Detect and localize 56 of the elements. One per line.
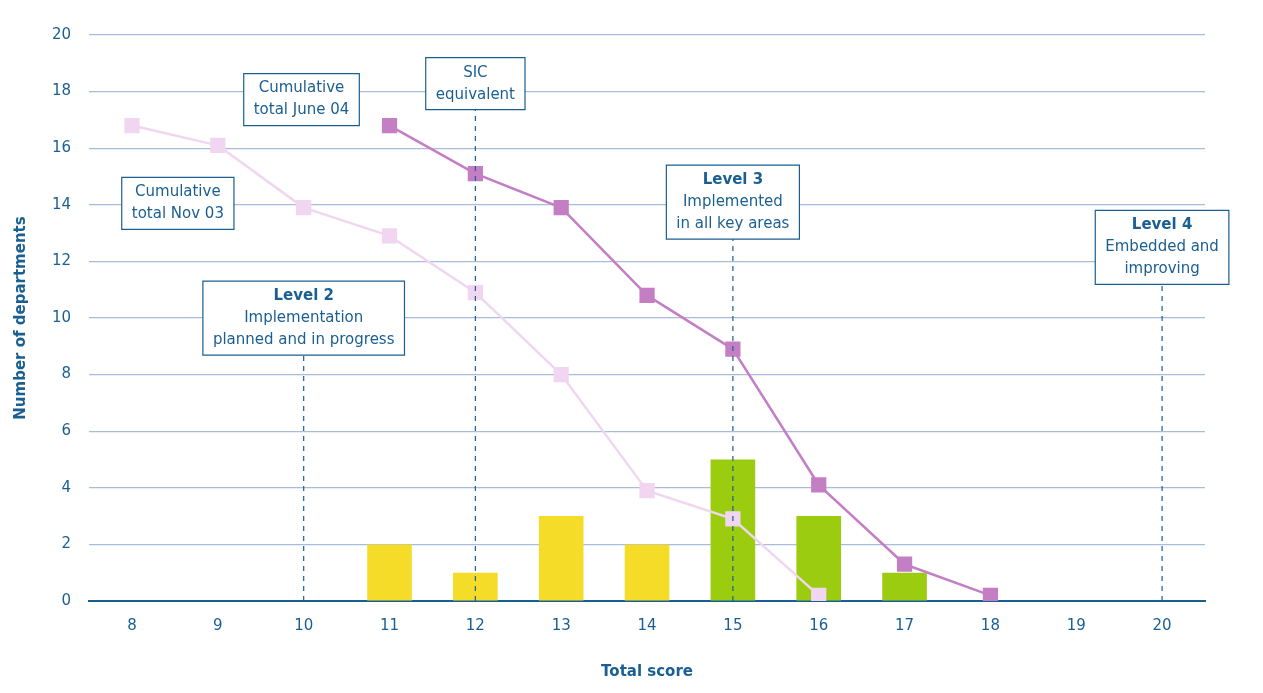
y-tick-label: 14	[51, 194, 72, 213]
y-tick-label: 16	[51, 138, 72, 157]
point	[381, 117, 398, 134]
x-tick-label: 8	[127, 615, 137, 634]
point	[725, 341, 741, 357]
point	[896, 556, 913, 572]
x-tick-label: 20	[1152, 615, 1172, 634]
ref-line-label: Level 2 Implementation planned and in progress	[212, 286, 395, 349]
y-tick-label: 18	[51, 81, 72, 100]
y-tick-label: 20	[51, 24, 72, 43]
point	[811, 477, 827, 493]
bar	[882, 572, 927, 601]
point	[296, 200, 312, 216]
point	[467, 284, 483, 301]
y-tick-label: 0	[61, 590, 72, 609]
bar	[367, 544, 412, 601]
x-tick-label: 12	[465, 615, 485, 634]
ref-line-label: Level 4 Embedded and improving	[1105, 215, 1219, 278]
point	[124, 117, 140, 134]
x-tick-label: 13	[551, 615, 571, 634]
x-tick-label: 15	[723, 615, 743, 634]
bar	[624, 544, 670, 601]
x-tick-label: 19	[1066, 615, 1086, 634]
point	[553, 366, 569, 383]
text: Cumulative total June 04	[253, 78, 350, 119]
point	[725, 511, 741, 527]
x-tick-label: 17	[895, 615, 915, 634]
x-tick-label: 10	[294, 615, 314, 634]
x-axis-title: Total score	[601, 661, 693, 680]
point	[381, 228, 398, 244]
y-tick-label: 6	[61, 421, 72, 440]
point	[210, 137, 226, 153]
point	[639, 483, 655, 499]
x-tick-label: 18	[980, 615, 1000, 634]
y-tick-label: 12	[51, 251, 72, 270]
y-tick-label: 4	[61, 477, 72, 496]
x-tick-label: 16	[809, 615, 829, 634]
point	[811, 587, 827, 601]
series-label: Cumulative total Nov 03	[131, 182, 224, 223]
bar	[453, 572, 498, 601]
y-tick-label: 2	[61, 534, 72, 553]
x-tick-label: 14	[637, 615, 657, 634]
point	[467, 166, 483, 182]
bar	[538, 516, 584, 601]
x-tick-label: 9	[213, 615, 223, 634]
bar	[796, 516, 842, 601]
point	[982, 587, 999, 601]
ref-line-label: Level 3 Implemented in all key areas	[676, 170, 790, 233]
y-tick-label: 8	[61, 364, 72, 383]
x-tick-label: 11	[379, 615, 400, 634]
y-axis-title: Number of departments	[10, 216, 29, 420]
point	[553, 200, 569, 216]
bar	[710, 459, 756, 601]
ref-line-label: SIC equivalent	[435, 62, 516, 103]
point	[639, 287, 655, 303]
y-tick-label: 10	[51, 307, 72, 326]
